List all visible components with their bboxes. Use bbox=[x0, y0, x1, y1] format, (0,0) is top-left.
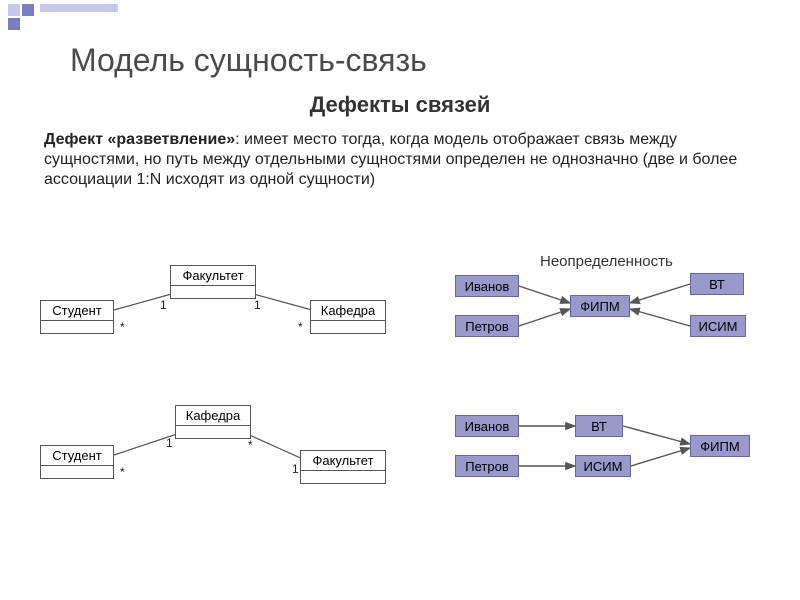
uml-entity-d1_faculty: Факультет bbox=[170, 265, 256, 299]
instance-box-b2_vt: ВТ bbox=[575, 415, 623, 437]
uml-entity-d2_kafedra: Кафедра bbox=[175, 405, 251, 439]
instance-box-b2_isim: ИСИМ bbox=[575, 455, 631, 477]
instance-box-b2_petrov: Петров bbox=[455, 455, 519, 477]
uml-entity-label: Студент bbox=[41, 301, 113, 321]
instance-box-b1_ivanov: Иванов bbox=[455, 275, 519, 297]
instance-box-b2_fipm: ФИПМ bbox=[690, 435, 750, 457]
page-title: Модель сущность-связь bbox=[70, 42, 427, 79]
uml-entity-label: Кафедра bbox=[311, 301, 385, 321]
instance-box-b2_ivanov: Иванов bbox=[455, 415, 519, 437]
instance-box-b1_vt: ВТ bbox=[690, 273, 744, 295]
diagram-lines bbox=[0, 250, 800, 600]
multiplicity-label: * bbox=[298, 320, 303, 334]
uml-entity-label: Кафедра bbox=[176, 406, 250, 426]
description-paragraph: Дефект «разветвление»: имеет место тогда… bbox=[44, 130, 756, 190]
uml-entity-label: Факультет bbox=[171, 266, 255, 286]
uml-entity-d1_student: Студент bbox=[40, 300, 114, 334]
uml-entity-d2_faculty: Факультет bbox=[300, 450, 386, 484]
uml-entity-d2_student: Студент bbox=[40, 445, 114, 479]
instance-box-b1_petrov: Петров bbox=[455, 315, 519, 337]
multiplicity-label: 1 bbox=[254, 298, 261, 312]
multiplicity-label: * bbox=[248, 438, 253, 452]
corner-decoration bbox=[0, 0, 120, 30]
uml-entity-label: Факультет bbox=[301, 451, 385, 471]
uml-entity-label: Студент bbox=[41, 446, 113, 466]
paragraph-bold: Дефект «разветвление» bbox=[44, 131, 235, 148]
instance-box-b1_isim: ИСИМ bbox=[690, 315, 746, 337]
instance-box-b1_fipm: ФИПМ bbox=[570, 295, 630, 317]
multiplicity-label: 1 bbox=[166, 436, 173, 450]
uml-entity-d1_kafedra: Кафедра bbox=[310, 300, 386, 334]
page-subtitle: Дефекты связей bbox=[0, 92, 800, 118]
multiplicity-label: 1 bbox=[160, 298, 167, 312]
multiplicity-label: * bbox=[120, 320, 125, 334]
multiplicity-label: * bbox=[120, 465, 125, 479]
multiplicity-label: 1 bbox=[292, 462, 299, 476]
diagram-area: Студент Факультет Кафедра * 1 1 * Студент Кафедр… bbox=[0, 250, 800, 600]
